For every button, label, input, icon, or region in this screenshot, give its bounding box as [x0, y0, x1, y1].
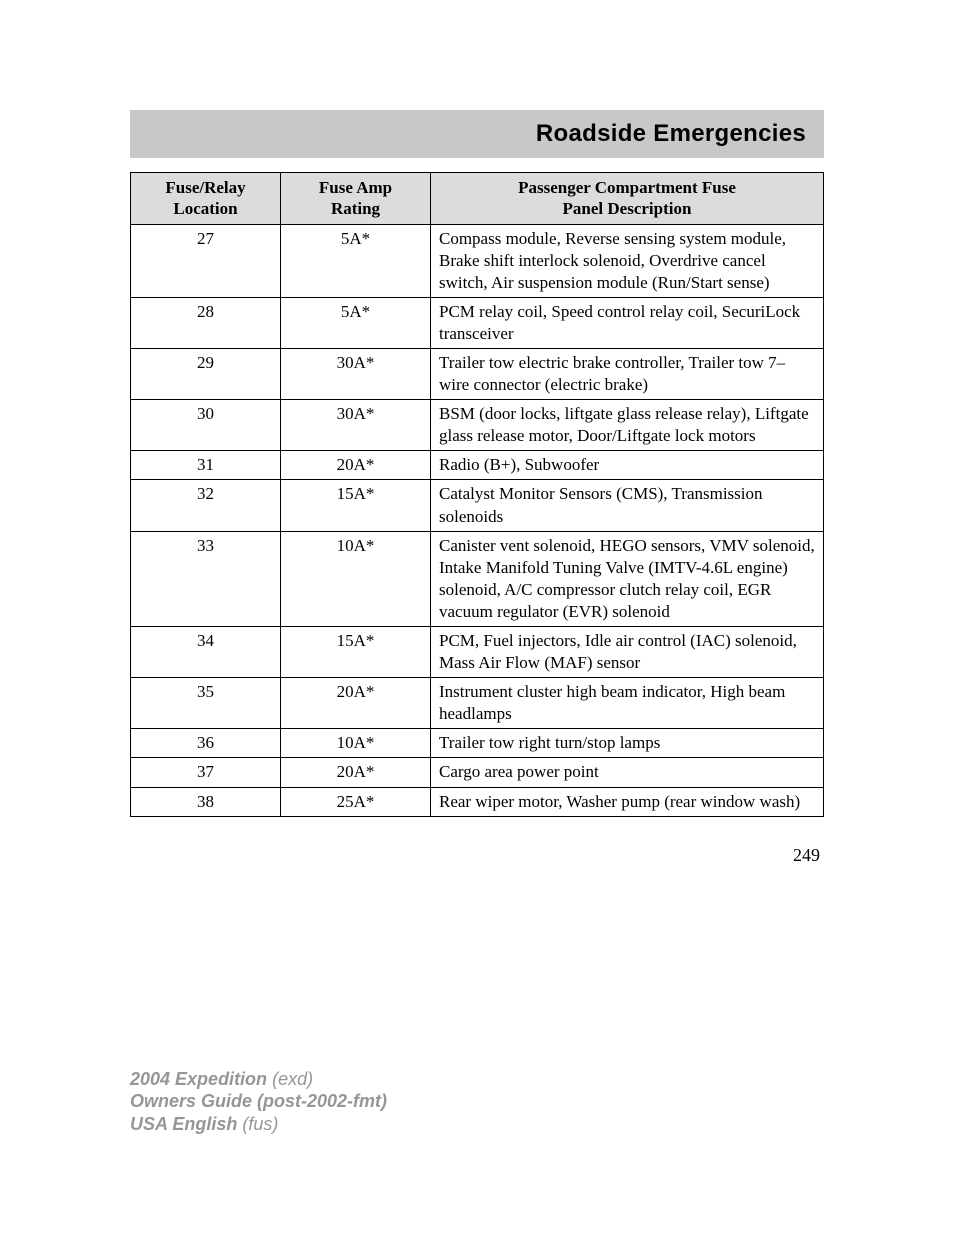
- col-header-description: Passenger Compartment Fuse Panel Descrip…: [431, 173, 824, 225]
- footer-line-3: USA English (fus): [130, 1113, 387, 1136]
- table-row: 3310A*Canister vent solenoid, HEGO senso…: [131, 531, 824, 626]
- col-header-rating: Fuse Amp Rating: [281, 173, 431, 225]
- cell-description: Instrument cluster high beam indicator, …: [431, 678, 824, 729]
- table-row: 285A*PCM relay coil, Speed control relay…: [131, 297, 824, 348]
- table-row: 275A*Compass module, Reverse sensing sys…: [131, 224, 824, 297]
- cell-description: Compass module, Reverse sensing system m…: [431, 224, 824, 297]
- cell-rating: 10A*: [281, 729, 431, 758]
- footer-block: 2004 Expedition (exd) Owners Guide (post…: [130, 1068, 387, 1136]
- table-row: 3825A*Rear wiper motor, Washer pump (rea…: [131, 787, 824, 816]
- cell-description: Trailer tow electric brake controller, T…: [431, 348, 824, 399]
- cell-description: Catalyst Monitor Sensors (CMS), Transmis…: [431, 480, 824, 531]
- section-title: Roadside Emergencies: [536, 120, 806, 147]
- cell-description: Canister vent solenoid, HEGO sensors, VM…: [431, 531, 824, 626]
- cell-location: 33: [131, 531, 281, 626]
- table-row: 3610A*Trailer tow right turn/stop lamps: [131, 729, 824, 758]
- cell-location: 35: [131, 678, 281, 729]
- cell-description: BSM (door locks, liftgate glass release …: [431, 400, 824, 451]
- cell-location: 28: [131, 297, 281, 348]
- section-header-bar: Roadside Emergencies: [130, 110, 824, 158]
- footer-line-2: Owners Guide (post-2002-fmt): [130, 1090, 387, 1113]
- cell-rating: 20A*: [281, 451, 431, 480]
- cell-description: Radio (B+), Subwoofer: [431, 451, 824, 480]
- cell-rating: 25A*: [281, 787, 431, 816]
- cell-rating: 30A*: [281, 348, 431, 399]
- cell-rating: 10A*: [281, 531, 431, 626]
- cell-description: PCM, Fuel injectors, Idle air control (I…: [431, 627, 824, 678]
- table-row: 3520A*Instrument cluster high beam indic…: [131, 678, 824, 729]
- cell-rating: 30A*: [281, 400, 431, 451]
- cell-rating: 5A*: [281, 297, 431, 348]
- cell-rating: 5A*: [281, 224, 431, 297]
- cell-rating: 20A*: [281, 758, 431, 787]
- cell-description: Rear wiper motor, Washer pump (rear wind…: [431, 787, 824, 816]
- page-number: 249: [130, 845, 824, 866]
- cell-location: 38: [131, 787, 281, 816]
- cell-location: 27: [131, 224, 281, 297]
- table-header-row: Fuse/Relay Location Fuse Amp Rating Pass…: [131, 173, 824, 225]
- cell-description: PCM relay coil, Speed control relay coil…: [431, 297, 824, 348]
- cell-description: Cargo area power point: [431, 758, 824, 787]
- table-row: 3415A*PCM, Fuel injectors, Idle air cont…: [131, 627, 824, 678]
- col-header-location: Fuse/Relay Location: [131, 173, 281, 225]
- cell-rating: 20A*: [281, 678, 431, 729]
- cell-location: 37: [131, 758, 281, 787]
- footer-line-1: 2004 Expedition (exd): [130, 1068, 387, 1091]
- cell-location: 31: [131, 451, 281, 480]
- cell-rating: 15A*: [281, 627, 431, 678]
- cell-location: 30: [131, 400, 281, 451]
- table-row: 3030A*BSM (door locks, liftgate glass re…: [131, 400, 824, 451]
- table-row: 3215A*Catalyst Monitor Sensors (CMS), Tr…: [131, 480, 824, 531]
- cell-location: 34: [131, 627, 281, 678]
- cell-description: Trailer tow right turn/stop lamps: [431, 729, 824, 758]
- table-row: 3120A*Radio (B+), Subwoofer: [131, 451, 824, 480]
- cell-location: 29: [131, 348, 281, 399]
- cell-rating: 15A*: [281, 480, 431, 531]
- cell-location: 36: [131, 729, 281, 758]
- table-row: 2930A*Trailer tow electric brake control…: [131, 348, 824, 399]
- fuse-table: Fuse/Relay Location Fuse Amp Rating Pass…: [130, 172, 824, 817]
- table-row: 3720A*Cargo area power point: [131, 758, 824, 787]
- table-body: 275A*Compass module, Reverse sensing sys…: [131, 224, 824, 816]
- cell-location: 32: [131, 480, 281, 531]
